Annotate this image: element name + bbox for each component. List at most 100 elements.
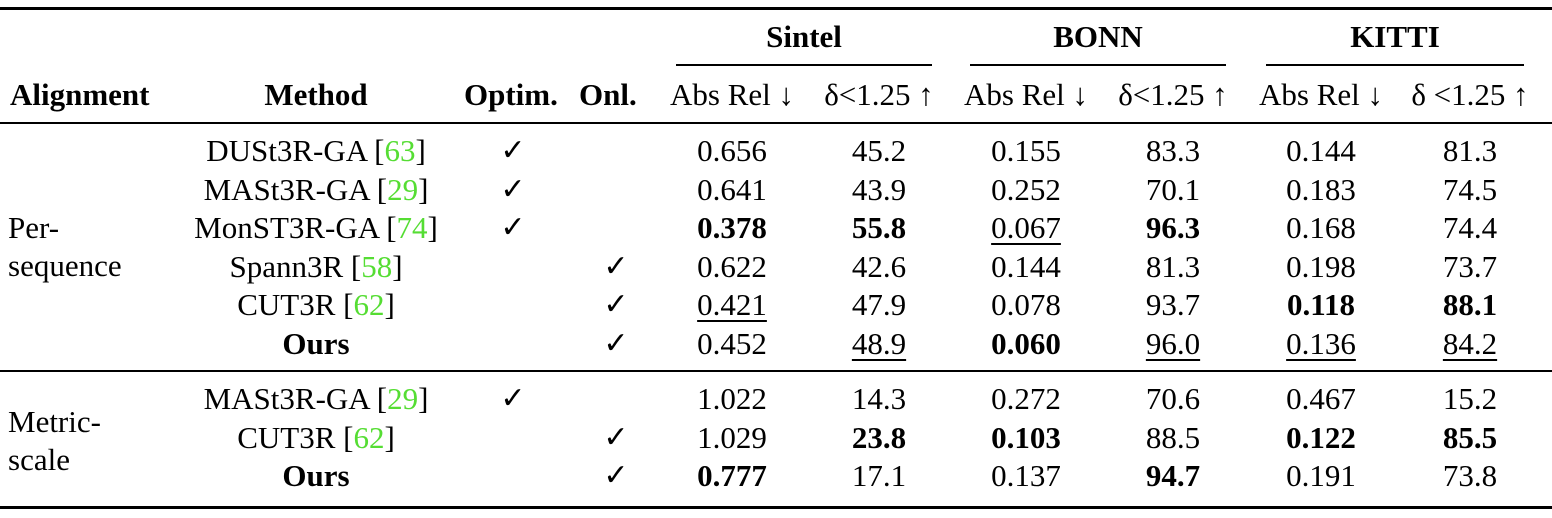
metric-value: 93.7 [1145, 287, 1201, 322]
metric-value: 0.183 [1286, 172, 1356, 207]
bottom-rule [0, 506, 1552, 509]
method-cell: MASt3R-GA [29] [203, 381, 429, 416]
citation-link[interactable]: 29 [387, 172, 419, 207]
optim-header: Optim. [464, 77, 558, 112]
metric-value: 0.078 [991, 287, 1061, 322]
kitti-cmidrule [1266, 64, 1524, 66]
metric-value: 0.137 [991, 458, 1061, 493]
method-cell: Ours [282, 325, 349, 363]
metric-value: 48.9 [851, 326, 907, 361]
metric-value: 0.168 [1286, 210, 1356, 245]
metric-value: 1.029 [697, 420, 767, 455]
online-check-icon: ✓ [603, 458, 629, 493]
method-header: Method [264, 77, 368, 112]
optim-check-icon: ✓ [500, 210, 526, 245]
group-label-per-sequence-line2: sequence [8, 248, 122, 283]
method-cell: Spann3R [58] [229, 249, 403, 284]
metric-value: 0.060 [991, 326, 1061, 361]
metric-value: 17.1 [851, 458, 907, 493]
method-name: MASt3R-GA [203, 172, 369, 207]
group-label-per-sequence-line1: Per- [8, 210, 60, 245]
metric-value: 96.3 [1145, 210, 1201, 245]
method-name: Ours [282, 458, 350, 493]
citation-link[interactable]: 63 [384, 133, 416, 168]
citation-link[interactable]: 62 [353, 287, 385, 322]
optim-check-icon: ✓ [500, 133, 526, 168]
group-rule [0, 370, 1552, 372]
bonn-absrel-header: Abs Rel ↓ [964, 77, 1088, 112]
metric-value: 45.2 [851, 133, 907, 168]
metric-value: 85.5 [1442, 420, 1498, 455]
alignment-header: Alignment [10, 77, 150, 112]
online-check-icon: ✓ [603, 420, 629, 455]
metric-value: 0.067 [991, 210, 1061, 245]
metric-value: 0.191 [1286, 458, 1356, 493]
kitti-absrel-header: Abs Rel ↓ [1259, 77, 1383, 112]
optim-check-icon: ✓ [500, 381, 526, 416]
onl-header: Onl. [579, 77, 637, 112]
metric-value: 0.641 [697, 172, 767, 207]
metric-value: 70.6 [1145, 381, 1201, 416]
metric-value: 42.6 [851, 249, 907, 284]
sintel-cmidrule [676, 64, 932, 66]
citation-link[interactable]: 58 [361, 249, 393, 284]
metric-value: 0.622 [697, 249, 767, 284]
metric-value: 0.122 [1286, 420, 1356, 455]
method-cell: CUT3R [62] [237, 287, 395, 322]
header-rule [0, 122, 1552, 124]
metric-value: 94.7 [1145, 458, 1201, 493]
metric-value: 15.2 [1442, 381, 1498, 416]
sintel-delta-header: δ<1.25 ↑ [824, 77, 934, 112]
citation-link[interactable]: 62 [353, 420, 385, 455]
metric-value: 73.7 [1442, 249, 1498, 284]
metric-value: 81.3 [1442, 133, 1498, 168]
group-label-metric-scale-line2: scale [8, 442, 70, 477]
method-name: CUT3R [237, 420, 336, 455]
metric-value: 73.8 [1442, 458, 1498, 493]
metric-value: 0.777 [697, 458, 767, 493]
online-check-icon: ✓ [603, 287, 629, 322]
method-name: Ours [282, 326, 350, 361]
metric-value: 47.9 [851, 287, 907, 322]
metric-value: 0.144 [1286, 133, 1356, 168]
bonn-delta-header: δ<1.25 ↑ [1118, 77, 1228, 112]
metric-value: 0.103 [991, 420, 1061, 455]
metric-value: 0.467 [1286, 381, 1356, 416]
online-check-icon: ✓ [603, 249, 629, 284]
metric-value: 81.3 [1145, 249, 1201, 284]
online-check-icon: ✓ [603, 326, 629, 361]
metric-value: 0.452 [697, 326, 767, 361]
method-cell: MASt3R-GA [29] [203, 172, 429, 207]
metric-value: 88.5 [1145, 420, 1201, 455]
dataset-header-kitti: KITTI [1350, 19, 1440, 54]
sintel-absrel-header: Abs Rel ↓ [670, 77, 794, 112]
metric-value: 0.252 [991, 172, 1061, 207]
metric-value: 1.022 [697, 381, 767, 416]
metric-value: 0.198 [1286, 249, 1356, 284]
method-cell: MonST3R-GA [74] [194, 210, 438, 245]
metric-value: 84.2 [1442, 326, 1498, 361]
top-rule [0, 7, 1552, 10]
metric-value: 14.3 [851, 381, 907, 416]
metric-value: 88.1 [1442, 287, 1498, 322]
metric-value: 96.0 [1145, 326, 1201, 361]
metric-value: 0.421 [697, 287, 767, 322]
metric-value: 55.8 [851, 210, 907, 245]
method-name: Spann3R [229, 249, 344, 284]
dataset-header-sintel: Sintel [766, 19, 842, 54]
method-name: DUSt3R-GA [206, 133, 367, 168]
metric-value: 23.8 [851, 420, 907, 455]
citation-link[interactable]: 29 [387, 381, 419, 416]
method-name: MonST3R-GA [194, 210, 379, 245]
bonn-cmidrule [970, 64, 1226, 66]
method-cell: CUT3R [62] [237, 420, 395, 455]
metric-value: 0.378 [697, 210, 767, 245]
group-label-metric-scale-line1: Metric- [8, 404, 101, 439]
metric-value: 0.155 [991, 133, 1061, 168]
citation-link[interactable]: 74 [396, 210, 428, 245]
method-cell: Ours [282, 457, 349, 495]
method-cell: DUSt3R-GA [63] [206, 133, 426, 168]
metric-value: 74.4 [1442, 210, 1498, 245]
metric-value: 43.9 [851, 172, 907, 207]
kitti-delta-header: δ <1.25 ↑ [1411, 77, 1529, 112]
